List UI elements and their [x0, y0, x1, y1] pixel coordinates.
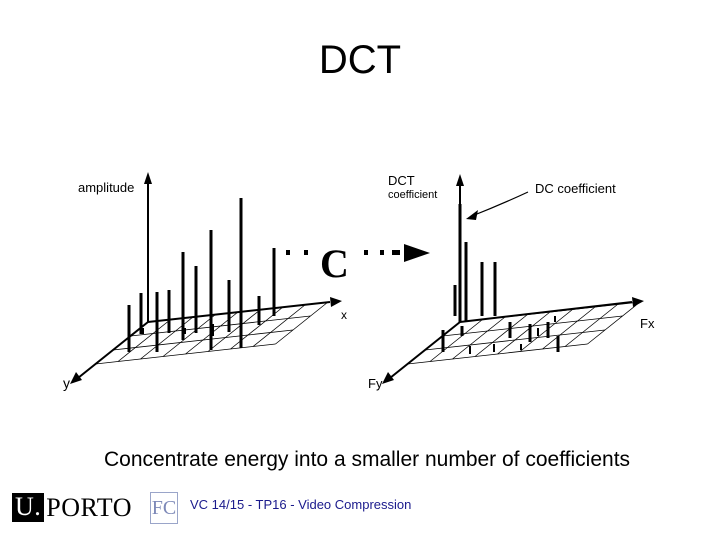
dct-coefficient-label-line1: DCT [388, 173, 415, 188]
frequency-domain-plot: DCT coefficient DC coefficient Fx Fy [368, 173, 655, 391]
fc-logo: FC [150, 492, 178, 524]
grid-line [207, 309, 261, 352]
grid-line [519, 309, 573, 352]
grid-line [140, 316, 194, 360]
slide-title: DCT [318, 38, 402, 82]
uporto-logo-u: U. [12, 493, 45, 522]
spatial-domain-plot: amplitude x y [63, 172, 347, 391]
grid-line [452, 316, 506, 360]
footer-text: VC 14/15 - TP16 - Video Compression [190, 497, 412, 512]
y-axis [77, 321, 149, 379]
dct-coefficient-label-line2: coefficient [388, 189, 437, 201]
x-axis-label: x [341, 308, 347, 322]
dc-pointer-line [471, 191, 529, 217]
fx-axis-arrowhead [632, 297, 644, 307]
grid-line [587, 301, 641, 345]
x-axis-arrowhead [330, 297, 342, 307]
grid-line [117, 319, 171, 362]
transform-symbol: C [320, 241, 349, 286]
fx-axis-label: Fx [640, 316, 655, 331]
fy-axis-label: Fy [368, 376, 383, 391]
fy-axis [389, 321, 461, 379]
left-amplitude-bars [127, 198, 276, 352]
fx-axis [459, 301, 633, 323]
amplitude-label: amplitude [78, 180, 134, 195]
grid-line [252, 304, 306, 347]
y-axis-arrowhead [70, 372, 82, 384]
grid-line [429, 319, 483, 362]
grid-line [474, 314, 528, 357]
dct-coefficient-axis-arrowhead [456, 174, 464, 186]
y-axis-label: y [63, 375, 70, 391]
dc-pointer-arrowhead [466, 210, 478, 220]
x-axis [147, 301, 331, 323]
grid-line [497, 311, 551, 355]
transform-arrowhead [404, 244, 430, 262]
dct-coefficient-bars [441, 204, 560, 354]
uporto-logo-text: PORTO [46, 492, 132, 522]
grid-line [564, 304, 618, 347]
grid-line [275, 301, 329, 345]
transform-arrow: C [286, 241, 430, 286]
fy-axis-arrowhead [382, 372, 394, 384]
slide-caption: Concentrate energy into a smaller number… [103, 448, 631, 471]
grid-line [542, 306, 596, 350]
dc-coefficient-label: DC coefficient [535, 181, 616, 196]
uporto-logo: U. PORTO [12, 493, 132, 522]
amplitude-axis-arrowhead [144, 172, 152, 184]
grid-line [162, 314, 216, 357]
